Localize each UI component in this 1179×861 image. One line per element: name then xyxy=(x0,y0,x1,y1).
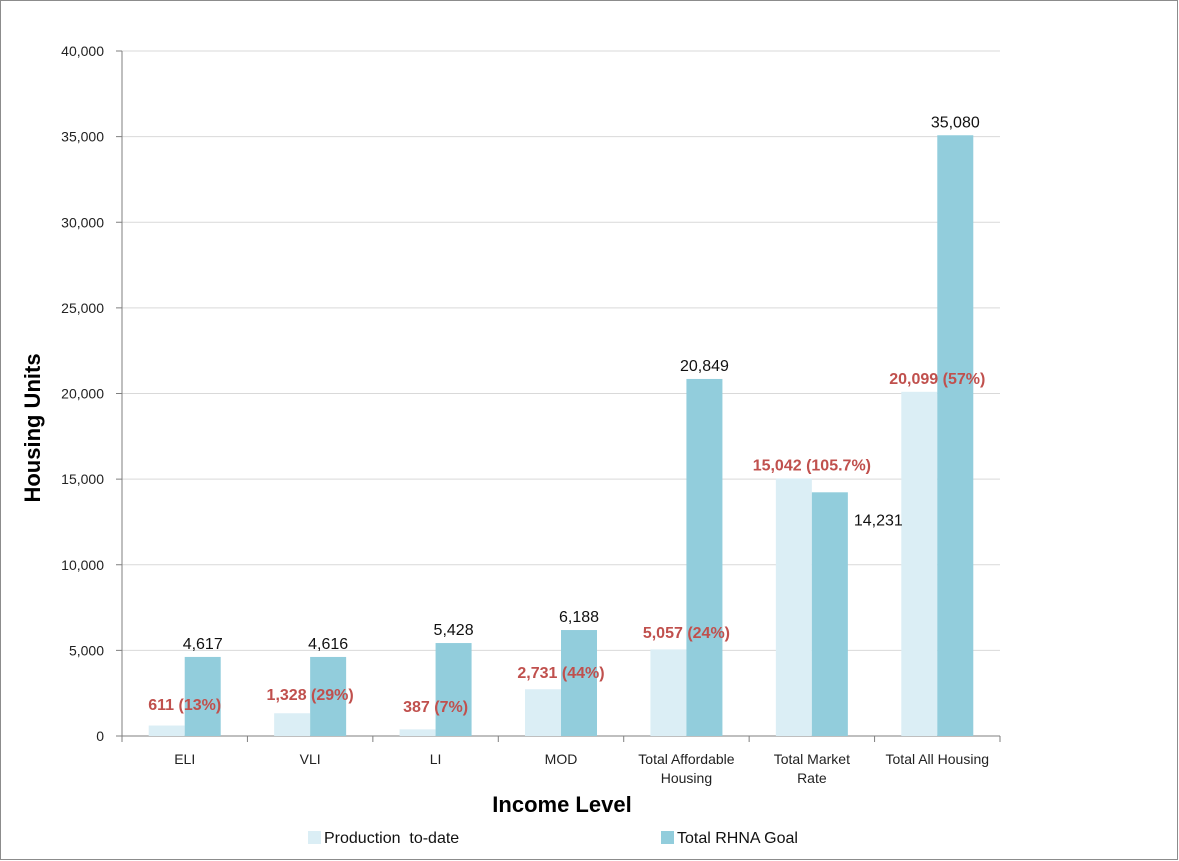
y-tick-label: 20,000 xyxy=(61,386,104,402)
x-tick-label: LI xyxy=(430,751,442,767)
bar-production xyxy=(274,713,311,736)
y-tick-label: 10,000 xyxy=(61,557,104,573)
gridlines xyxy=(122,50,1000,651)
bars xyxy=(148,135,974,736)
y-tick-label: 35,000 xyxy=(61,129,104,145)
x-tick-label: Total Market xyxy=(774,751,850,767)
legend-label-goal: Total RHNA Goal xyxy=(677,830,798,847)
y-tick-label: 30,000 xyxy=(61,214,104,230)
x-tick-label: Housing xyxy=(661,770,712,786)
data-label-production: 387 (7%) xyxy=(403,699,468,716)
y-axis-title: Housing Units xyxy=(20,353,45,502)
bar-production xyxy=(525,689,561,736)
bar-goal xyxy=(184,656,221,736)
data-label-production: 2,731 (44%) xyxy=(517,665,604,682)
data-label-goal: 4,616 xyxy=(308,636,348,653)
legend-swatch-production xyxy=(308,831,321,844)
y-tick-label: 40,000 xyxy=(61,43,104,59)
bar-goal xyxy=(435,643,472,736)
x-tick-label: Total Affordable xyxy=(638,751,734,767)
x-tick-label: ELI xyxy=(174,751,195,767)
data-labels: 4,617 611 (13%) 4,616 1,328 (29%) 5,428 387 (… xyxy=(148,114,985,716)
data-label-goal: 4,617 xyxy=(183,636,223,653)
legend: Production to-date Total RHNA Goal xyxy=(308,830,798,847)
legend-swatch-goal xyxy=(661,831,674,844)
data-label-production: 5,057 (24%) xyxy=(643,625,730,642)
y-tick-label: 25,000 xyxy=(61,300,104,316)
bar-goal xyxy=(686,378,723,736)
bar-goal xyxy=(310,656,347,736)
data-label-goal: 20,849 xyxy=(680,358,729,375)
x-tick-label: VLI xyxy=(300,751,321,767)
x-tick-label: Total All Housing xyxy=(886,751,990,767)
data-label-production: 1,328 (29%) xyxy=(267,687,354,704)
y-axis: 0 5,000 10,000 15,000 20,000 25,000 30,000 35,0… xyxy=(61,43,123,744)
y-tick-label: 15,000 xyxy=(61,471,104,487)
bar-production xyxy=(650,649,687,736)
bar-production xyxy=(775,478,812,736)
bar-production xyxy=(901,391,938,736)
bar-production xyxy=(399,729,436,736)
data-label-production: 15,042 (105.7%) xyxy=(753,457,871,474)
data-label-goal: 6,188 xyxy=(559,609,599,626)
x-tick-label: MOD xyxy=(545,751,578,767)
x-axis: ELI VLI LI MOD Total Affordable Housing Total … xyxy=(121,735,1001,786)
legend-label-production: Production to-date xyxy=(324,830,459,847)
x-axis-title: Income Level xyxy=(492,792,631,817)
x-tick-label: Rate xyxy=(797,770,827,786)
bar-production xyxy=(148,725,185,736)
data-label-production: 20,099 (57%) xyxy=(889,371,985,388)
bar-goal xyxy=(811,492,848,736)
data-label-goal: 35,080 xyxy=(931,114,980,131)
data-label-goal: 14,231 xyxy=(854,512,903,529)
bar-goal xyxy=(937,135,974,736)
bar-goal xyxy=(561,630,597,736)
y-tick-label: 5,000 xyxy=(69,642,104,658)
data-label-goal: 5,428 xyxy=(434,622,474,639)
y-tick-label: 0 xyxy=(96,728,104,744)
data-label-production: 611 (13%) xyxy=(148,697,221,714)
